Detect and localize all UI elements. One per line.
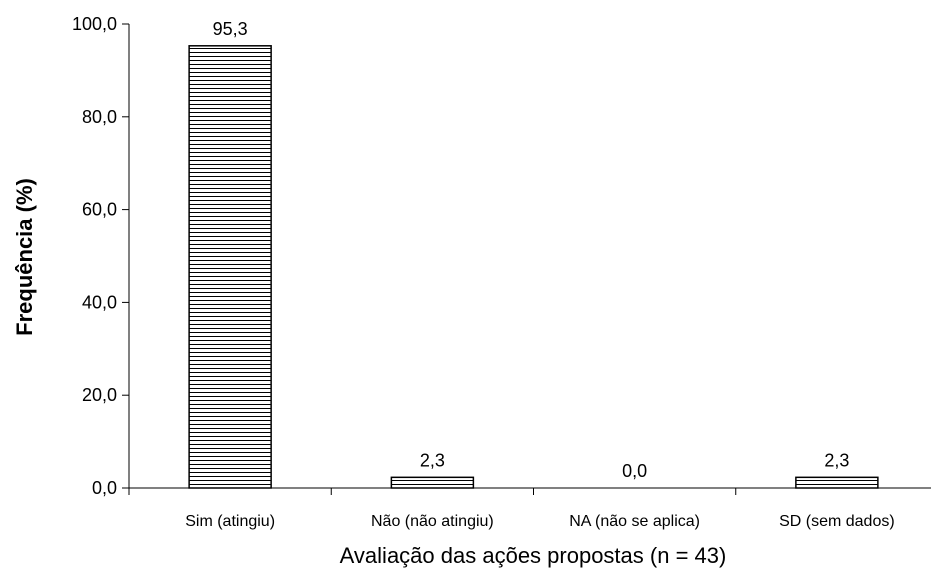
x-tick-label: SD (sem dados)	[779, 513, 895, 530]
x-tick-label: NA (não se aplica)	[569, 513, 700, 530]
axes: 0,0 20,0 40,0 60,0 80,0 100,0 Sim (atingiu) Não…	[72, 14, 931, 530]
x-tick-label: Sim (atingiu)	[185, 513, 275, 530]
y-tick-label: 20,0	[82, 385, 117, 405]
y-tick-label: 0,0	[92, 478, 117, 498]
bar	[188, 45, 272, 489]
y-axis-title: Frequência (%)	[12, 178, 37, 336]
data-label: 0,0	[622, 461, 647, 481]
bar	[795, 476, 879, 489]
data-label: 95,3	[213, 19, 248, 39]
y-tick-label: 40,0	[82, 292, 117, 312]
x-axis-title: Avaliação das ações propostas (n = 43)	[340, 543, 727, 568]
data-label: 2,3	[420, 450, 445, 470]
y-tick-label: 100,0	[72, 14, 117, 34]
data-label: 2,3	[824, 450, 849, 470]
x-tick-label: Não (não atingiu)	[371, 513, 494, 530]
bars	[188, 45, 879, 489]
y-tick-label: 60,0	[82, 200, 117, 220]
data-labels: 95,3 2,3 0,0 2,3	[213, 19, 850, 481]
y-tick-label: 80,0	[82, 107, 117, 127]
bar	[390, 476, 475, 489]
